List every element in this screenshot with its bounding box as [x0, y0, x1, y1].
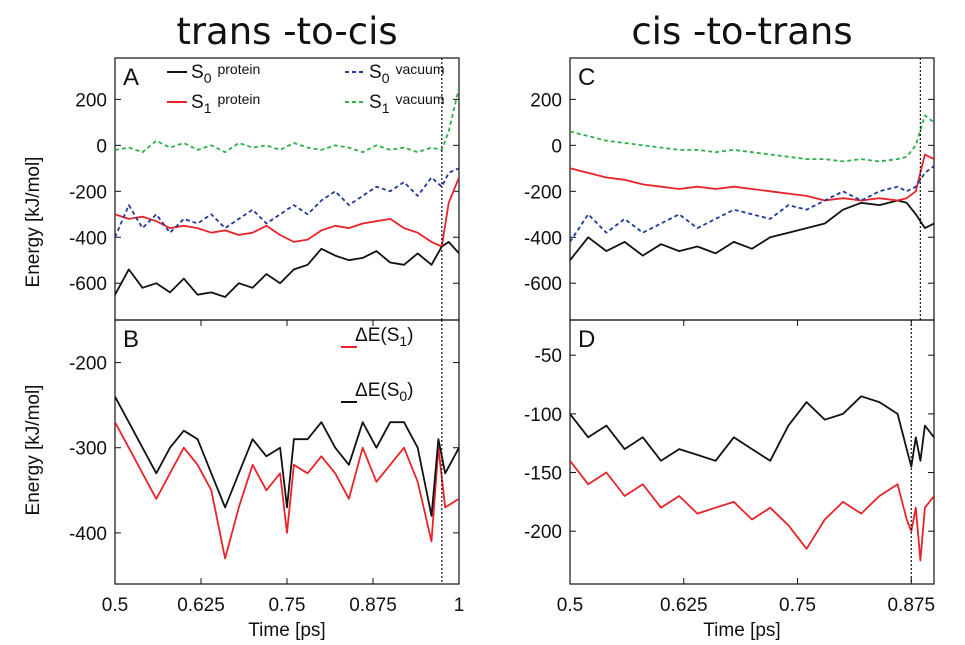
x-axis-label-right: Time [ps]	[703, 620, 780, 641]
series-line-s1-protein	[570, 153, 934, 202]
y-tick-label: -50	[535, 346, 562, 367]
y-tick-label: 200	[75, 90, 107, 111]
panel-letter: D	[578, 326, 595, 353]
x-tick-label: 0.75	[269, 595, 306, 616]
series-line-s1-protein	[115, 177, 459, 248]
series-line--e-s1-	[570, 460, 934, 562]
y-tick-label: 0	[551, 136, 562, 157]
series-line-s0-protein	[115, 240, 459, 298]
x-axis-label-left: Time [ps]	[248, 620, 325, 641]
x-tick-label: 0.5	[102, 595, 128, 616]
y-tick-label: -600	[69, 274, 107, 295]
x-tick-label: 0.875	[887, 595, 935, 616]
legend-label: ΔE(S0)	[355, 380, 414, 404]
series-line-s0-vacuum	[115, 167, 459, 238]
panel-d: -50 -100 -150 -200 0.5 0.625 0.75 0.875 D	[524, 319, 935, 616]
x-tick-label: 0.875	[349, 595, 397, 616]
y-tick-label: -200	[524, 522, 562, 543]
column-title-right: cis -to-trans	[631, 10, 852, 53]
y-tick-label: 200	[530, 90, 562, 111]
series-line--e-s1-	[115, 421, 459, 560]
y-axis-label-top: Energy [kJ/mol]	[23, 157, 44, 288]
y-tick-label: -600	[524, 274, 562, 295]
x-tick-label: 0.625	[660, 595, 708, 616]
series-line--e-s0-	[570, 395, 934, 468]
y-tick-label: -400	[524, 228, 562, 249]
y-tick-label: 0	[96, 136, 107, 157]
panel-b: -200 -300 -400 0.5 0.625 0.75 0.875 1 B ΔE(S1) ΔE(…	[69, 319, 465, 616]
legend-label: S1protein	[191, 91, 260, 116]
series-line-s1-vacuum	[115, 87, 459, 154]
series-line--e-s0-	[115, 396, 459, 517]
panel-letter: B	[123, 326, 139, 353]
x-tick-label: 1	[454, 595, 465, 616]
legend-label: S0vacuum	[369, 61, 445, 86]
series-line-s0-vacuum	[570, 165, 934, 243]
legend-label: ΔE(S1)	[355, 325, 414, 349]
y-tick-label: -200	[524, 182, 562, 203]
y-tick-label: -200	[69, 354, 107, 375]
x-tick-label: 0.5	[557, 595, 583, 616]
y-tick-label: -200	[69, 182, 107, 203]
legend-label: S1vacuum	[369, 91, 445, 116]
panel-a: 200 0 -200 -400 -600 A S0protein S1protein S0vac…	[69, 57, 460, 321]
y-tick-label: -400	[69, 524, 107, 545]
y-tick-label: -400	[69, 228, 107, 249]
panel-letter: A	[123, 64, 139, 91]
y-axis-label-bottom: Energy [kJ/mol]	[23, 385, 44, 516]
column-title-left: trans -to-cis	[176, 10, 397, 53]
panel-letter: C	[578, 64, 595, 91]
y-tick-label: -300	[69, 439, 107, 460]
plot-frame	[569, 319, 935, 585]
x-tick-label: 0.75	[779, 595, 816, 616]
x-tick-label: 0.625	[177, 595, 225, 616]
panel-c: 200 0 -200 -400 -600 C	[524, 57, 935, 321]
plot-frame	[114, 319, 460, 585]
series-line-s0-protein	[570, 199, 934, 261]
legend-label: S0protein	[191, 61, 260, 86]
series-line-s1-vacuum	[570, 114, 934, 163]
y-tick-label: -150	[524, 464, 562, 485]
y-tick-label: -100	[524, 405, 562, 426]
